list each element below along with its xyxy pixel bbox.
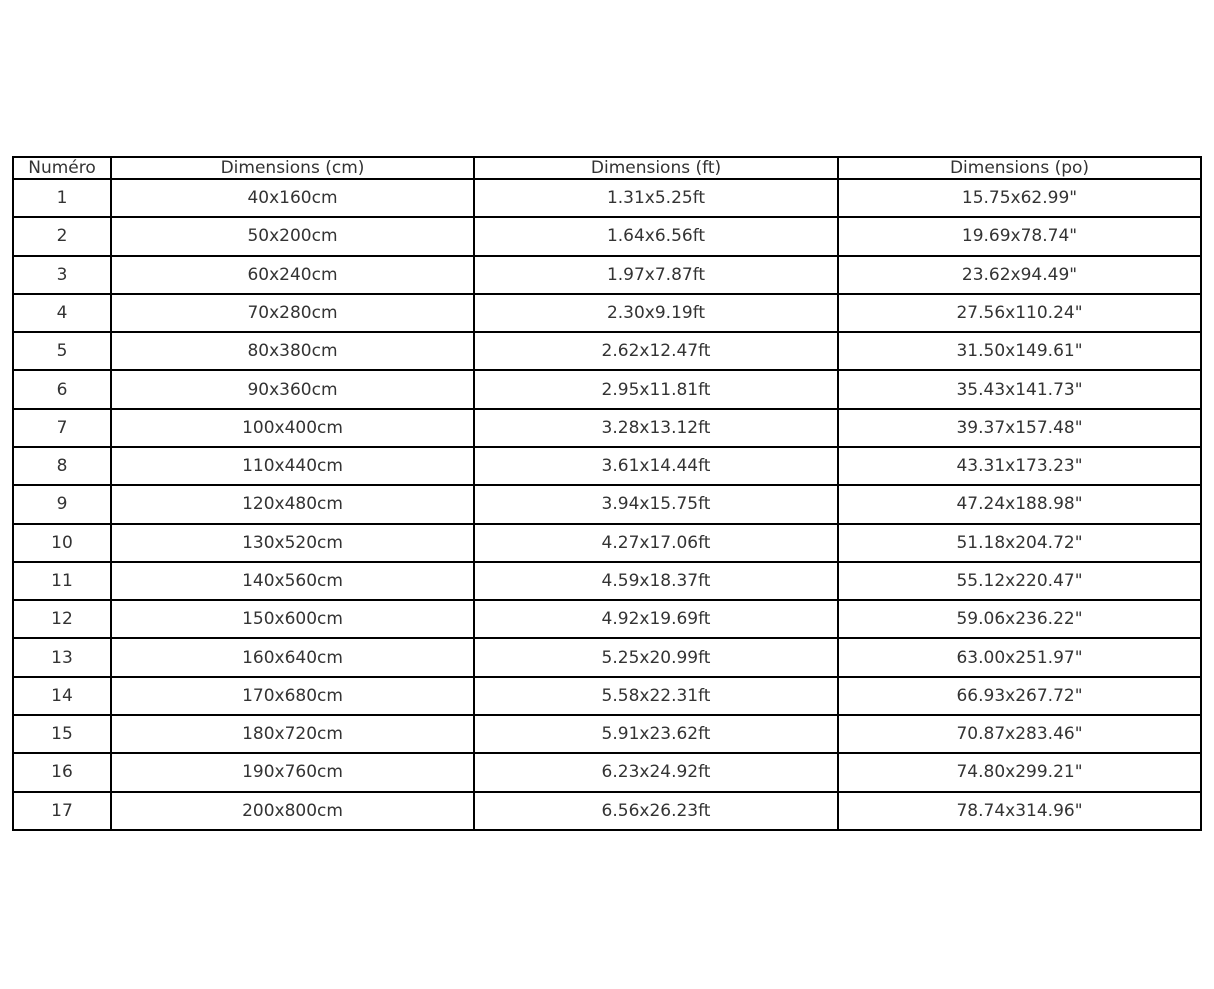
dimensions-table: Numéro Dimensions (cm) Dimensions (ft) D… [12,156,1202,831]
table-cell: 70.87x283.46" [837,713,1202,755]
table-cell: 2.30x9.19ft [473,292,839,334]
table-cell: 6.56x26.23ft [473,790,839,831]
table-row: 14 170x680cm 5.58x22.31ft 66.93x267.72" [12,675,1202,716]
table-cell: 150x600cm [110,599,475,640]
table-cell: 5.91x23.62ft [473,713,839,755]
table-row: 11 140x560cm 4.59x18.37ft 55.12x220.47" [12,560,1202,602]
table-body: 1 40x160cm 1.31x5.25ft 15.75x62.99" 2 50x200c… [12,177,1202,831]
table-cell: 3.94x15.75ft [473,484,839,525]
table-cell: 39.37x157.48" [837,407,1202,448]
table-row: 3 60x240cm 1.97x7.87ft 23.62x94.49" [12,254,1202,295]
table-cell: 63.00x251.97" [837,637,1202,678]
table-cell: 1.64x6.56ft [473,216,839,257]
table-cell: 35.43x141.73" [837,369,1202,410]
table-cell: 90x360cm [110,369,475,410]
table-cell: 51.18x204.72" [837,522,1202,563]
column-header-numero: Numéro [12,156,112,180]
table-cell: 9 [12,484,112,525]
table-cell: 1 [12,177,112,219]
table-cell: 120x480cm [110,484,475,525]
table-row: 5 80x380cm 2.62x12.47ft 31.50x149.61" [12,331,1202,372]
table-header-row: Numéro Dimensions (cm) Dimensions (ft) D… [12,156,1202,180]
table-cell: 5 [12,331,112,372]
table-cell: 55.12x220.47" [837,560,1202,602]
table-cell: 13 [12,637,112,678]
table-row: 12 150x600cm 4.92x19.69ft 59.06x236.22" [12,599,1202,640]
table-cell: 16 [12,752,112,793]
table-cell: 5.58x22.31ft [473,675,839,716]
table-cell: 6.23x24.92ft [473,752,839,793]
table-row: 8 110x440cm 3.61x14.44ft 43.31x173.23" [12,445,1202,487]
column-header-ft: Dimensions (ft) [473,156,839,180]
table-cell: 10 [12,522,112,563]
table-row: 13 160x640cm 5.25x20.99ft 63.00x251.97" [12,637,1202,678]
table-cell: 27.56x110.24" [837,292,1202,334]
table-cell: 3.61x14.44ft [473,445,839,487]
table-cell: 17 [12,790,112,831]
table-cell: 78.74x314.96" [837,790,1202,831]
table-cell: 3 [12,254,112,295]
table-cell: 31.50x149.61" [837,331,1202,372]
table-cell: 6 [12,369,112,410]
table-row: 16 190x760cm 6.23x24.92ft 74.80x299.21" [12,752,1202,793]
table-cell: 47.24x188.98" [837,484,1202,525]
table-row: 4 70x280cm 2.30x9.19ft 27.56x110.24" [12,292,1202,334]
table-cell: 190x760cm [110,752,475,793]
table-row: 6 90x360cm 2.95x11.81ft 35.43x141.73" [12,369,1202,410]
table-row: 2 50x200cm 1.64x6.56ft 19.69x78.74" [12,216,1202,257]
table-cell: 14 [12,675,112,716]
table-cell: 2.95x11.81ft [473,369,839,410]
table-cell: 140x560cm [110,560,475,602]
table-cell: 43.31x173.23" [837,445,1202,487]
table-cell: 1.31x5.25ft [473,177,839,219]
table-row: 10 130x520cm 4.27x17.06ft 51.18x204.72" [12,522,1202,563]
table-cell: 12 [12,599,112,640]
table-cell: 70x280cm [110,292,475,334]
column-header-cm: Dimensions (cm) [110,156,475,180]
table-cell: 7 [12,407,112,448]
table-cell: 4.27x17.06ft [473,522,839,563]
table-row: 17 200x800cm 6.56x26.23ft 78.74x314.96" [12,790,1202,831]
table-cell: 2 [12,216,112,257]
table-cell: 100x400cm [110,407,475,448]
table-cell: 8 [12,445,112,487]
table-cell: 66.93x267.72" [837,675,1202,716]
table-cell: 4 [12,292,112,334]
table-cell: 2.62x12.47ft [473,331,839,372]
table-cell: 3.28x13.12ft [473,407,839,448]
table-cell: 59.06x236.22" [837,599,1202,640]
table-cell: 4.59x18.37ft [473,560,839,602]
table-cell: 180x720cm [110,713,475,755]
table-row: 9 120x480cm 3.94x15.75ft 47.24x188.98" [12,484,1202,525]
table-row: 1 40x160cm 1.31x5.25ft 15.75x62.99" [12,177,1202,219]
table-cell: 23.62x94.49" [837,254,1202,295]
table-cell: 4.92x19.69ft [473,599,839,640]
table-cell: 170x680cm [110,675,475,716]
table-row: 7 100x400cm 3.28x13.12ft 39.37x157.48" [12,407,1202,448]
table-cell: 40x160cm [110,177,475,219]
table-cell: 110x440cm [110,445,475,487]
table-cell: 200x800cm [110,790,475,831]
table-cell: 5.25x20.99ft [473,637,839,678]
table-cell: 60x240cm [110,254,475,295]
column-header-po: Dimensions (po) [837,156,1202,180]
table-cell: 15.75x62.99" [837,177,1202,219]
table-cell: 15 [12,713,112,755]
table-cell: 74.80x299.21" [837,752,1202,793]
table-row: 15 180x720cm 5.91x23.62ft 70.87x283.46" [12,713,1202,755]
table-cell: 160x640cm [110,637,475,678]
table-cell: 19.69x78.74" [837,216,1202,257]
table-cell: 80x380cm [110,331,475,372]
table-cell: 50x200cm [110,216,475,257]
table-cell: 1.97x7.87ft [473,254,839,295]
table-cell: 130x520cm [110,522,475,563]
table-cell: 11 [12,560,112,602]
